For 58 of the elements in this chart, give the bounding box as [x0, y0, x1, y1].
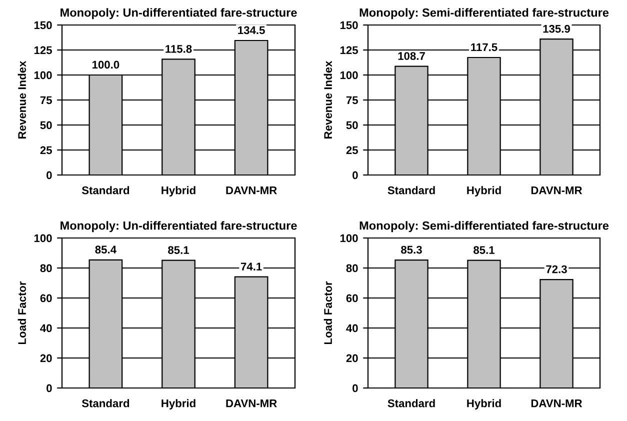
- y-axis-title: Load Factor: [324, 281, 332, 344]
- chart-title: Monopoly: Semi-differentiated fare-structure: [360, 8, 609, 20]
- y-tick-label: 60: [40, 294, 52, 302]
- y-tick-label: 50: [346, 121, 358, 130]
- x-tick-label: Standard: [82, 399, 130, 408]
- y-axis-title: Revenue Index: [18, 60, 26, 138]
- y-tick-label: 40: [40, 324, 52, 332]
- x-tick-label: DAVN-MR: [226, 186, 277, 194]
- data-label: 115.8: [166, 44, 192, 53]
- y-tick-label: 0: [352, 384, 358, 392]
- y-tick-label: 100: [340, 234, 358, 242]
- y-tick-label: 60: [346, 294, 358, 302]
- chart-title: Monopoly: Un-differentiated fare-structure: [60, 221, 297, 232]
- y-tick-label: 150: [34, 21, 52, 30]
- y-tick-label: 125: [340, 46, 358, 54]
- data-label: 85.4: [95, 246, 116, 254]
- x-tick-label: Hybrid: [162, 186, 196, 196]
- y-tick-label: 125: [34, 46, 52, 54]
- y-tick-label: 150: [340, 21, 358, 30]
- x-tick-label: Standard: [388, 399, 435, 408]
- data-label: 135.9: [543, 24, 570, 33]
- x-tick-label: Hybrid: [467, 186, 501, 196]
- y-tick-label: 75: [346, 96, 358, 104]
- data-label: 72.3: [546, 265, 567, 274]
- y-tick-label: 0: [352, 171, 358, 180]
- y-tick-label: 100: [34, 71, 52, 80]
- y-tick-label: 25: [40, 146, 52, 154]
- y-tick-label: 75: [40, 96, 52, 104]
- y-tick-label: 20: [346, 354, 358, 362]
- x-tick-label: Standard: [82, 186, 130, 194]
- x-tick-label: DAVN-MR: [226, 400, 277, 408]
- y-tick-label: 80: [346, 264, 358, 272]
- x-tick-label: Hybrid: [467, 399, 501, 410]
- y-tick-label: 100: [340, 71, 358, 80]
- x-tick-label: Hybrid: [162, 399, 196, 410]
- y-tick-label: 40: [346, 324, 358, 332]
- x-tick-label: DAVN-MR: [531, 400, 582, 408]
- x-tick-label: DAVN-MR: [531, 186, 582, 194]
- y-tick-label: 0: [46, 384, 52, 392]
- y-tick-label: 0: [46, 171, 52, 180]
- data-label: 108.7: [398, 52, 425, 60]
- data-label: 85.1: [168, 246, 190, 254]
- y-tick-label: 80: [40, 264, 52, 272]
- data-label: 85.1: [474, 246, 495, 254]
- data-label: 117.5: [471, 43, 498, 52]
- y-tick-label: 25: [346, 146, 358, 154]
- data-label: 74.1: [240, 262, 262, 270]
- chart-title: Monopoly: Semi-differentiated fare-structure: [360, 221, 609, 232]
- y-tick-label: 100: [34, 234, 52, 242]
- x-tick-label: Standard: [388, 186, 435, 194]
- y-axis-title: Revenue Index: [324, 60, 332, 138]
- data-label: 85.3: [401, 246, 422, 254]
- chart-title: Monopoly: Un-differentiated fare-structure: [60, 8, 297, 20]
- y-axis-title: Load Factor: [18, 281, 26, 344]
- data-label: 134.5: [238, 26, 265, 34]
- y-tick-label: 20: [40, 354, 52, 362]
- data-label: 100.0: [92, 60, 120, 69]
- y-tick-label: 50: [40, 121, 52, 130]
